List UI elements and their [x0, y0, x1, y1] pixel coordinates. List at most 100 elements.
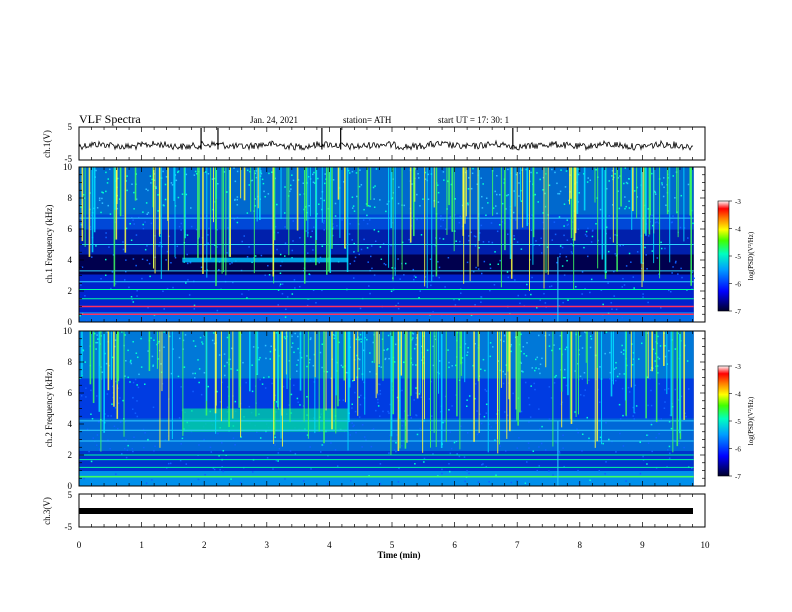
spectrogram-speckle [646, 268, 648, 270]
spectrogram-speckle [101, 191, 103, 193]
spectrogram-speckle [607, 282, 609, 284]
spectrogram-speckle [683, 446, 685, 449]
spectrogram-speckle [107, 415, 109, 417]
spectrogram-speckle [677, 273, 679, 275]
spectrogram-speckle [155, 186, 157, 188]
spectrogram-speckle [522, 346, 525, 348]
spectrogram-speckle [553, 221, 556, 223]
spectrogram-speckle [484, 388, 486, 391]
spectrogram-speckle [467, 203, 469, 206]
spectrogram-speckle [260, 170, 262, 172]
spectrogram-speckle [565, 256, 568, 258]
spectrogram-speckle [289, 184, 292, 187]
spectrogram-speckle [586, 181, 589, 183]
spectrogram-speckle [180, 229, 182, 231]
spectrogram-speckle [323, 222, 325, 224]
spectrogram-speckle [129, 222, 131, 225]
spectrogram-speckle [524, 482, 527, 484]
spectrogram-speckle [239, 482, 242, 484]
spectrogram-speckle [605, 226, 608, 228]
spectrogram-speckle [632, 276, 635, 278]
spectrogram-speckle [95, 444, 98, 446]
spectrogram-band [79, 391, 694, 394]
spectrogram-speckle [234, 400, 237, 403]
spectrogram-speckle [466, 432, 469, 434]
spectrogram-speckle [236, 170, 239, 173]
spectrogram-speckle [575, 286, 577, 288]
spectrogram-speckle [125, 259, 127, 261]
spectrogram-speckle [531, 276, 533, 279]
spectrogram-band [79, 234, 694, 237]
spectrogram-speckle [516, 241, 519, 243]
spectrogram-band [79, 167, 694, 170]
spectrogram-speckle [530, 318, 532, 321]
spectrogram-speckle [551, 349, 553, 352]
spectrogram-speckle [284, 186, 286, 188]
spectrogram-speckle [466, 470, 468, 472]
spectrogram-speckle [369, 205, 371, 208]
spectrogram-speckle [279, 285, 281, 287]
spectrogram-speckle [578, 168, 580, 170]
spectrogram-speckle [646, 332, 649, 334]
spectrogram-speckle [622, 353, 625, 355]
spectrogram-speckle [589, 479, 591, 482]
spectrogram-speckle [611, 175, 613, 177]
spectrogram-speckle [293, 351, 295, 354]
spec-ytick-label: 0 [68, 481, 73, 491]
spectrogram-band [79, 202, 694, 205]
spectrogram-band [79, 333, 694, 336]
spectrogram-speckle [252, 346, 255, 348]
spectrogram-speckle [554, 233, 557, 236]
spectrogram-speckle [558, 192, 561, 195]
spectrogram-band [79, 302, 694, 305]
spectrogram-speckle [402, 361, 405, 364]
spectrogram-speckle [516, 480, 518, 482]
x-axis-label: Time (min) [377, 550, 420, 560]
spectrogram-speckle [584, 287, 586, 290]
spectrogram-speckle [595, 222, 597, 225]
spectrogram-speckle [417, 172, 419, 175]
spectrogram-speckle [262, 182, 265, 185]
spectrogram-speckle [496, 174, 498, 177]
spectrogram-speckle [163, 308, 165, 310]
spectrogram-speckle [552, 474, 554, 476]
spectrogram-speckle [302, 182, 304, 185]
spectrogram-speckle [530, 229, 533, 232]
spectrogram-speckle [398, 186, 400, 188]
spectrogram-speckle [290, 188, 292, 190]
spectrogram-speckle [349, 262, 351, 265]
spectrogram-speckle [615, 379, 617, 382]
spectrogram-speckle [538, 334, 540, 337]
spectrogram-speckle [420, 396, 422, 398]
spectrogram-speckle [495, 193, 498, 196]
ch2-colorbar: -3-4-5-6-7 log(PSD)(V²/Hz) [717, 363, 755, 481]
spectrogram-speckle [397, 302, 400, 305]
spectrogram-speckle [614, 173, 616, 175]
spectrogram-speckle [399, 278, 401, 280]
spectrogram-speckle [622, 414, 624, 417]
spectrogram-speckle [305, 206, 307, 208]
ch3-waveform-trace [79, 508, 693, 514]
spectrogram-speckle [254, 205, 256, 207]
spectrogram-speckle [584, 331, 586, 333]
spectrogram-speckle [321, 366, 323, 369]
spectrogram-speckle [438, 266, 441, 269]
spectrogram-speckle [485, 214, 487, 217]
spectrogram-speckle [451, 318, 453, 320]
spectrogram-speckle [604, 472, 606, 475]
spectrogram-speckle [518, 182, 520, 184]
ch2-spectrogram-image [79, 331, 694, 486]
spectrogram-speckle [218, 454, 220, 457]
spectrogram-speckle [270, 345, 272, 348]
spectrogram-speckle [132, 219, 134, 221]
spectrogram-speckle [101, 371, 104, 374]
spectrogram-band [79, 416, 694, 419]
spectrogram-speckle [504, 430, 506, 433]
spectrogram-speckle [234, 443, 236, 446]
spectrogram-speckle [466, 399, 468, 401]
spectrogram-speckle [351, 239, 354, 241]
spectrogram-speckle [307, 298, 310, 301]
spectrogram-speckle [451, 365, 453, 367]
spectrogram-speckle [544, 302, 547, 304]
spectrogram-speckle [334, 202, 337, 205]
